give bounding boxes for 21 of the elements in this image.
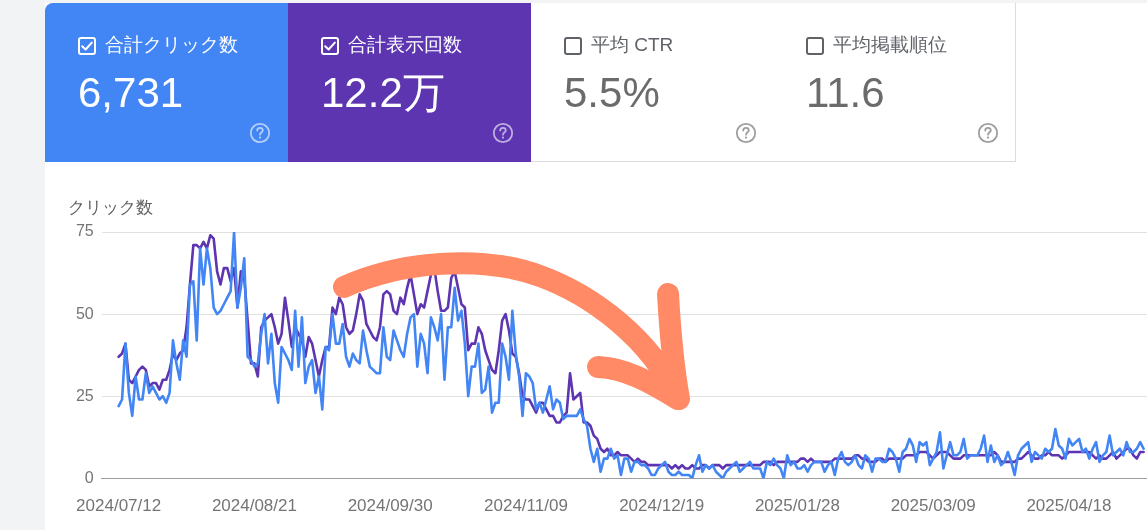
text: 6,731 — [78, 69, 184, 117]
text: 12.2万 — [321, 69, 445, 117]
x-tick-label: 2024/08/21 — [211, 496, 297, 516]
text: 平均掲載順位 — [833, 33, 947, 57]
x-tick-label: 2025/01/28 — [754, 496, 840, 516]
x-tick-label: 2024/07/12 — [76, 496, 162, 516]
x-tick-label: 2024/09/30 — [347, 496, 433, 516]
text: 5.5% — [564, 69, 660, 117]
y-tick-label: 50 — [75, 304, 94, 322]
y-tick-label: 0 — [84, 468, 94, 486]
x-tick-label: 2024/12/19 — [619, 496, 705, 516]
x-tick-label: 2025/03/09 — [890, 496, 976, 516]
text: 平均 CTR — [591, 33, 674, 57]
text: 11.6 — [806, 69, 885, 117]
text: 合計表示回数 — [348, 33, 462, 57]
y-axis-title: クリック数 — [68, 197, 153, 216]
x-tick-label: 2025/04/18 — [1026, 496, 1112, 516]
y-tick-label: 25 — [75, 386, 94, 404]
x-tick-label: 2024/11/09 — [484, 496, 568, 516]
y-tick-label: 75 — [75, 222, 94, 240]
text: 合計クリック数 — [105, 33, 238, 57]
